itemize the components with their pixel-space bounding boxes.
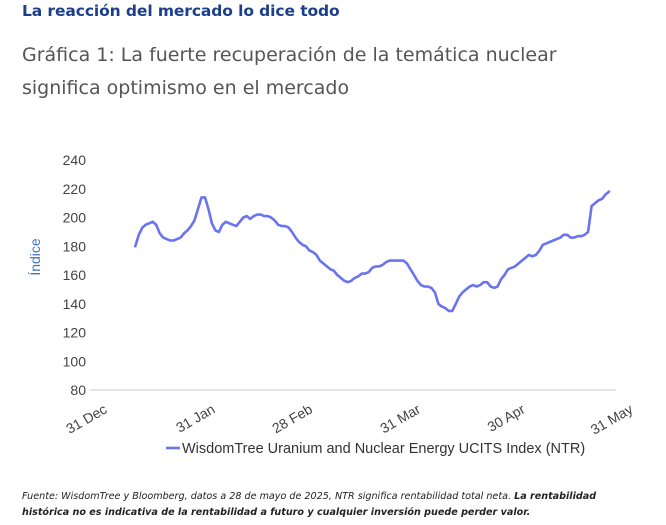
y-tick-label: 80	[70, 382, 86, 398]
x-tick-label: 31 May	[588, 401, 636, 438]
y-tick-label: 120	[63, 325, 87, 341]
footnote-source: Fuente: WisdomTree y Bloomberg, datos a …	[22, 491, 512, 502]
footnote-disclaimer: La rentabilidad histórica no es indicati…	[22, 491, 597, 518]
x-tick-label: 30 Apr	[484, 401, 527, 435]
x-tick-label: 31 Mar	[377, 401, 423, 437]
y-tick-label: 160	[63, 267, 87, 283]
y-tick-label: 240	[63, 152, 87, 168]
legend-label: WisdomTree Uranium and Nuclear Energy UC…	[182, 441, 585, 457]
x-axis-ticks: 31 Dec 31 Jan 28 Feb 31 Mar 30 Apr 31 May	[63, 401, 635, 438]
y-tick-label: 220	[63, 181, 87, 197]
y-tick-label: 100	[63, 353, 87, 369]
x-tick-label: 28 Feb	[269, 401, 315, 437]
y-axis-title: Índice	[27, 238, 43, 276]
line-chart: 80 100 120 140 160 180 200 220 240 Índice 31 Dec…	[27, 152, 636, 457]
series-line-nuclear-index	[134, 190, 611, 313]
y-axis-ticks: 80 100 120 140 160 180 200 220 240	[63, 152, 87, 398]
page-heading: La reacción del mercado lo dice todo	[22, 2, 340, 20]
x-tick-label: 31 Dec	[63, 401, 109, 437]
y-tick-label: 180	[63, 238, 87, 254]
x-tick-label: 31 Jan	[173, 401, 217, 436]
legend: WisdomTree Uranium and Nuclear Energy UC…	[166, 441, 585, 457]
chart-subtitle: Gráfica 1: La fuerte recuperación de la …	[22, 44, 557, 99]
y-tick-label: 200	[63, 210, 87, 226]
y-tick-label: 140	[63, 296, 87, 312]
footnote: Fuente: WisdomTree y Bloomberg, datos a …	[22, 489, 642, 521]
